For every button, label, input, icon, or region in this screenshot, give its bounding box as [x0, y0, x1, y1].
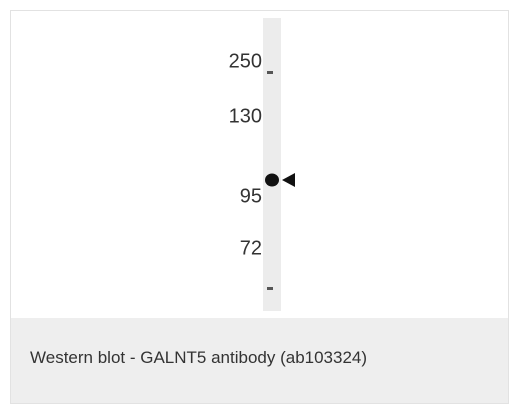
- caption: Western blot - GALNT5 antibody (ab103324…: [30, 348, 367, 368]
- page: 250 130 95 72 Western blot - GALNT5 anti…: [0, 0, 510, 405]
- arrowhead: [282, 173, 295, 187]
- marker-label: 72: [240, 237, 262, 259]
- marker-label: 95: [240, 185, 262, 207]
- caption-box: Western blot - GALNT5 antibody (ab103324…: [11, 318, 508, 403]
- marker-label: 250: [229, 50, 262, 72]
- marker-dot: [267, 287, 273, 290]
- marker-dot: [267, 71, 273, 74]
- band: [265, 174, 279, 187]
- marker-label: 130: [229, 105, 262, 127]
- western-blot: 250 130 95 72: [11, 11, 508, 317]
- lane: [263, 18, 281, 311]
